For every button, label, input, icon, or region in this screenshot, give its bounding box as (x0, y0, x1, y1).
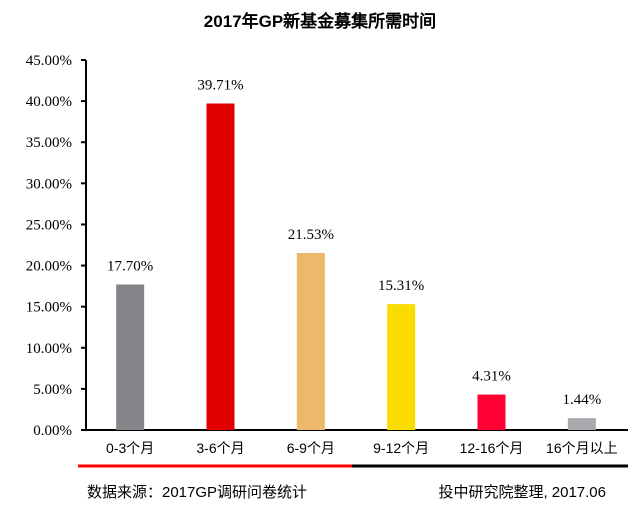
x-tick-label: 12-16个月 (460, 440, 524, 456)
bar (477, 394, 506, 430)
data-label: 1.44% (562, 392, 601, 408)
data-label: 21.53% (288, 227, 334, 243)
y-tick-label: 15.00% (26, 300, 72, 316)
y-tick-label: 35.00% (26, 135, 72, 151)
x-tick-label: 16个月以上 (546, 440, 618, 456)
bar (296, 252, 325, 430)
y-tick-label: 40.00% (26, 94, 72, 110)
bar (206, 103, 235, 431)
bar (116, 284, 145, 430)
y-tick-label: 45.00% (26, 53, 72, 69)
source-note: 数据来源：2017GP调研问卷统计 (87, 484, 307, 501)
data-label: 17.70% (107, 258, 153, 274)
x-tick-label: 6-9个月 (287, 440, 335, 456)
y-tick-label: 5.00% (33, 382, 72, 398)
bar (387, 304, 416, 430)
y-tick-label: 0.00% (33, 423, 72, 439)
y-tick-label: 20.00% (26, 259, 72, 275)
bar (567, 418, 596, 430)
data-label: 39.71% (197, 77, 243, 93)
y-tick-label: 30.00% (26, 176, 72, 192)
credit-note: 投中研究院整理, 2017.06 (438, 483, 606, 501)
y-tick-label: 10.00% (26, 341, 72, 357)
y-axis: 0.00% 5.00% 10.00% 15.00% 20.00% 25.00% 30.00%… (26, 53, 628, 439)
x-tick-label: 0-3个月 (106, 440, 154, 456)
y-tick-label: 25.00% (26, 217, 72, 233)
x-tick-label: 3-6个月 (196, 440, 244, 456)
chart-title: 2017年GP新基金募集所需时间 (204, 11, 436, 31)
x-tick-label: 9-12个月 (373, 440, 429, 456)
bars: 17.70% 0-3个月 39.71% 3-6个月 21.53% 6-9个月 15.31% 9… (106, 77, 618, 456)
data-label: 4.31% (472, 369, 511, 385)
data-label: 15.31% (378, 278, 424, 294)
